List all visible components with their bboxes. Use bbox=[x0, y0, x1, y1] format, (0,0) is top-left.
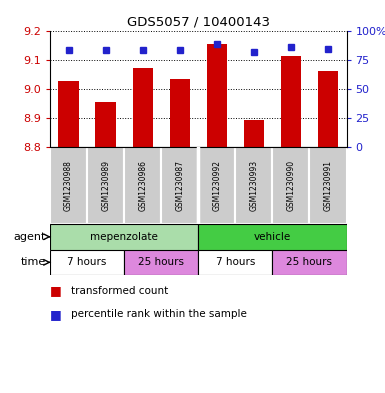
Text: GSM1230988: GSM1230988 bbox=[64, 160, 73, 211]
Text: mepenzolate: mepenzolate bbox=[90, 232, 158, 242]
Bar bbox=[244, 120, 264, 147]
Text: GSM1230987: GSM1230987 bbox=[175, 160, 184, 211]
Bar bbox=[87, 147, 124, 224]
Text: agent: agent bbox=[14, 232, 46, 242]
Text: 25 hours: 25 hours bbox=[138, 257, 184, 267]
Text: 25 hours: 25 hours bbox=[286, 257, 332, 267]
Text: GSM1230986: GSM1230986 bbox=[138, 160, 147, 211]
Bar bbox=[318, 71, 338, 147]
Bar bbox=[124, 147, 161, 224]
Bar bbox=[273, 250, 346, 275]
Bar bbox=[50, 250, 124, 275]
Bar bbox=[50, 224, 198, 250]
Bar bbox=[273, 147, 310, 224]
Text: ■: ■ bbox=[50, 284, 62, 298]
Text: GSM1230990: GSM1230990 bbox=[286, 160, 295, 211]
Text: ■: ■ bbox=[50, 308, 62, 321]
Bar bbox=[310, 147, 346, 224]
Bar bbox=[132, 68, 153, 147]
Bar bbox=[198, 147, 235, 224]
Bar bbox=[50, 147, 87, 224]
Text: GSM1230989: GSM1230989 bbox=[101, 160, 110, 211]
Bar bbox=[95, 103, 116, 147]
Text: vehicle: vehicle bbox=[254, 232, 291, 242]
Text: 7 hours: 7 hours bbox=[67, 257, 107, 267]
Text: transformed count: transformed count bbox=[71, 286, 169, 296]
Text: GSM1230992: GSM1230992 bbox=[212, 160, 221, 211]
Text: 7 hours: 7 hours bbox=[216, 257, 255, 267]
Bar bbox=[169, 79, 190, 147]
Bar bbox=[198, 250, 273, 275]
Text: percentile rank within the sample: percentile rank within the sample bbox=[71, 309, 247, 320]
Text: GSM1230991: GSM1230991 bbox=[323, 160, 333, 211]
Bar bbox=[124, 250, 198, 275]
Bar bbox=[198, 224, 346, 250]
Bar bbox=[235, 147, 273, 224]
Text: time: time bbox=[21, 257, 46, 267]
Title: GDS5057 / 10400143: GDS5057 / 10400143 bbox=[127, 16, 270, 29]
Bar bbox=[161, 147, 198, 224]
Bar bbox=[281, 56, 301, 147]
Text: GSM1230993: GSM1230993 bbox=[249, 160, 258, 211]
Bar bbox=[207, 44, 227, 147]
Bar bbox=[59, 81, 79, 147]
